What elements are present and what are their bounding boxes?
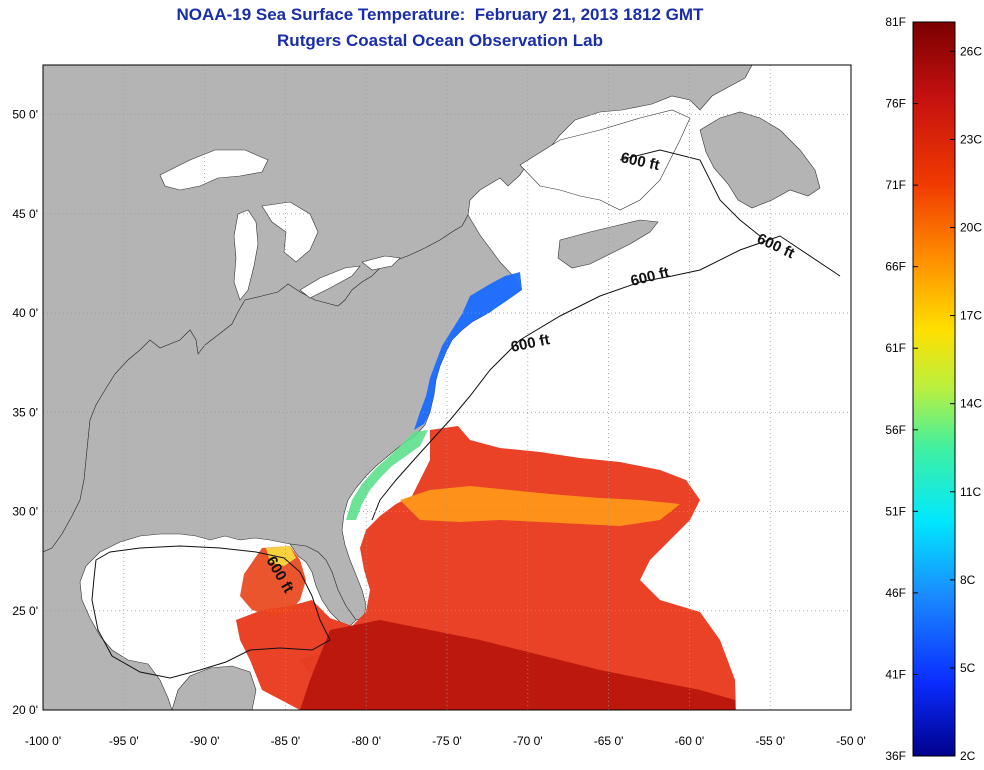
land-yucatan <box>171 665 257 710</box>
colorbar-f-label: 76F <box>885 97 906 111</box>
title-line-1: NOAA-19 Sea Surface Temperature: Februar… <box>176 5 704 24</box>
contour-600ft-north <box>619 149 761 237</box>
land-nova-scotia <box>557 219 659 269</box>
y-tick-label: 30 0' <box>12 505 38 519</box>
colorbar-c-label: 26C <box>960 44 982 58</box>
lake-michigan <box>233 209 259 301</box>
x-tick-label: -70 0' <box>513 734 543 748</box>
y-tick-label: 25 0' <box>12 604 38 618</box>
colorbar-f-label: 66F <box>885 260 906 274</box>
contour-600ft-gulf <box>91 545 331 679</box>
lake-erie <box>299 265 361 299</box>
lake-ontario <box>361 255 401 271</box>
lake-huron <box>261 201 319 263</box>
x-tick-label: -100 0' <box>25 734 61 748</box>
colorbar-c-label: 11C <box>960 485 981 499</box>
map-border <box>42 64 852 711</box>
temperature-colorbar <box>912 21 956 757</box>
x-tick-label: -90 0' <box>190 734 220 748</box>
y-tick-label: 20 0' <box>12 703 38 717</box>
x-tick-label: -85 0' <box>271 734 301 748</box>
y-tick-label: 40 0' <box>12 306 38 320</box>
x-axis-ticks: -100 0' -95 0' -90 0' -85 0' -80 0' -75 0' -70… <box>25 734 866 748</box>
land-newfoundland <box>699 111 821 209</box>
map-layers <box>43 65 841 710</box>
colorbar-c-label: 20C <box>960 221 982 235</box>
x-tick-label: -95 0' <box>109 734 139 748</box>
x-tick-label: -55 0' <box>755 734 785 748</box>
sst-gulf-of-mexico-warm <box>240 546 306 616</box>
colorbar-f-label: 61F <box>885 341 906 355</box>
colorbar-f-label: 46F <box>885 586 906 600</box>
y-tick-label: 45 0' <box>12 207 38 221</box>
colorbar-c-label: 23C <box>960 132 982 146</box>
colorbar-f-label: 36F <box>885 749 906 763</box>
sst-florida-straits-deep-red <box>300 620 735 710</box>
sst-cold-shelf-water <box>414 272 522 430</box>
y-tick-label: 50 0' <box>12 108 38 122</box>
colorbar-f-label: 51F <box>885 504 906 518</box>
colorbar-c-label: 14C <box>960 397 982 411</box>
x-tick-label: -80 0' <box>351 734 381 748</box>
contour-600ft-atlantic <box>371 235 841 521</box>
colorbar-c-label: 8C <box>960 573 976 587</box>
map-graticule <box>43 65 851 710</box>
sst-orange-band <box>400 486 680 526</box>
x-tick-label: -60 0' <box>675 734 705 748</box>
colorbar-c-label: 17C <box>960 309 982 323</box>
x-tick-label: -75 0' <box>432 734 462 748</box>
colorbar-celsius-labels: 26C 23C 20C 17C 14C 11C 8C 5C 2C <box>950 44 982 763</box>
y-axis-ticks: 50 0' 45 0' 40 0' 35 0' 30 0' 25 0' 20 0' <box>12 108 38 717</box>
colorbar-c-label: 5C <box>960 661 976 675</box>
lake-superior <box>159 149 269 191</box>
colorbar-c-label: 2C <box>960 749 976 763</box>
gulf-st-lawrence <box>519 109 691 211</box>
sst-gulf-yellow <box>266 546 296 566</box>
x-tick-label: -65 0' <box>594 734 624 748</box>
colorbar-fahrenheit-labels: 81F 76F 71F 66F 61F 56F 51F 46F 41F 36F <box>885 15 918 763</box>
colorbar-f-label: 56F <box>885 423 906 437</box>
colorbar-f-label: 81F <box>885 15 906 29</box>
title-line-2: Rutgers Coastal Ocean Observation Lab <box>277 31 603 50</box>
colorbar-f-label: 71F <box>885 178 906 192</box>
y-tick-label: 35 0' <box>12 405 38 419</box>
colorbar-f-label: 41F <box>885 667 906 681</box>
sst-green-band <box>346 430 428 520</box>
map-title: NOAA-19 Sea Surface Temperature: Februar… <box>40 2 840 54</box>
x-tick-label: -50 0' <box>836 734 866 748</box>
